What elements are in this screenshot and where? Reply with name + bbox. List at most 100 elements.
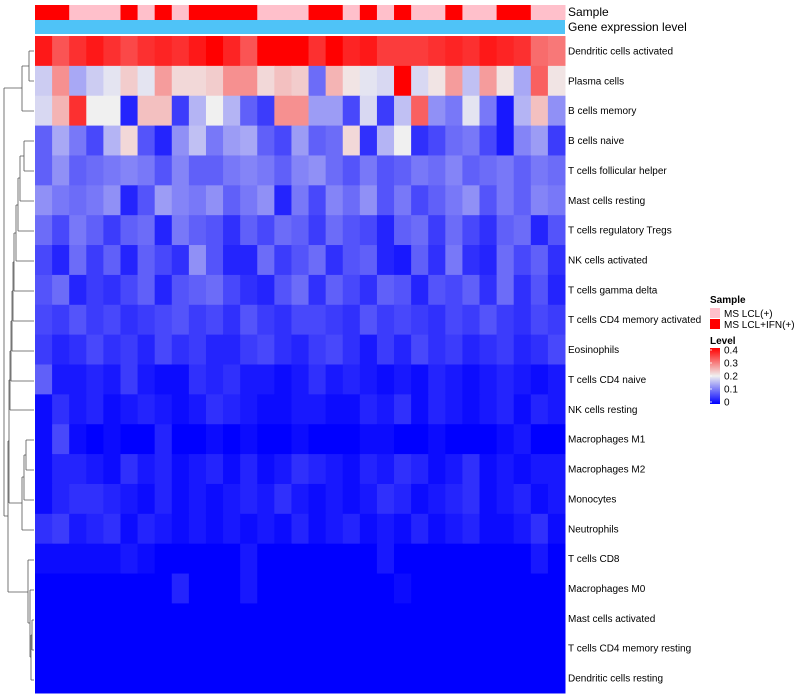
heatmap-cell: [120, 245, 139, 276]
sample-track-cell: [240, 5, 258, 20]
heatmap-cell: [240, 334, 258, 365]
heatmap-cell: [103, 663, 121, 694]
heatmap-cell: [376, 274, 395, 306]
heatmap-cell: [359, 125, 378, 156]
heatmap-cell: [428, 215, 446, 246]
heatmap-cell: [394, 215, 412, 246]
heatmap-cell: [188, 573, 207, 604]
heatmap-cell: [86, 633, 104, 664]
heatmap-cell: [223, 573, 241, 604]
heatmap-cell: [308, 36, 327, 67]
heatmap-cell: [325, 36, 344, 67]
heatmap-cell: [137, 603, 156, 634]
heatmap-cell: [240, 304, 258, 336]
heatmap-cell: [462, 125, 481, 156]
heatmap-cell: [411, 394, 429, 425]
heatmap-cell: [291, 424, 310, 455]
heatmap-cell: [103, 424, 121, 455]
heatmap-cell: [479, 155, 498, 186]
heatmap-cell: [530, 454, 549, 485]
heatmap-cell: [479, 185, 498, 216]
heatmap-cell: [69, 304, 87, 336]
heatmap-cell: [171, 513, 190, 545]
heatmap-cell: [394, 364, 412, 395]
heatmap-cell: [154, 454, 173, 485]
heatmap-cell: [223, 185, 241, 216]
heatmap-cell: [205, 185, 224, 216]
heatmap-cell: [462, 663, 481, 694]
heatmap-cell: [308, 633, 327, 664]
heatmap-cell: [69, 603, 87, 634]
heatmap-cell: [547, 36, 566, 67]
heatmap-cell: [513, 454, 532, 485]
heatmap-cell: [52, 334, 70, 365]
heatmap-cell: [445, 304, 463, 336]
heatmap-cell: [513, 155, 532, 186]
heatmap-cell: [69, 215, 87, 246]
heatmap-cell: [394, 424, 412, 455]
sample-track-cell: [86, 5, 104, 20]
heatmap-cell: [120, 513, 139, 545]
heatmap-cell: [411, 304, 429, 336]
heatmap-cell: [376, 185, 395, 216]
legend-label-ms-lcl: MS LCL(+): [724, 309, 773, 320]
heatmap-cell: [257, 304, 275, 336]
heatmap-cell: [342, 394, 361, 425]
heatmap-cell: [137, 663, 156, 694]
heatmap-cell: [308, 603, 327, 634]
heatmap-cell: [205, 155, 224, 186]
heatmap-cell: [103, 513, 121, 545]
heatmap-cell: [547, 603, 566, 634]
heatmap-cell: [376, 95, 395, 127]
heatmap-cell: [154, 334, 173, 365]
heatmap-cell: [86, 543, 104, 575]
heatmap-cell: [35, 364, 53, 395]
heatmap-cell: [547, 245, 566, 276]
heatmap-cell: [257, 394, 275, 425]
heatmap-cell: [342, 454, 361, 485]
heatmap-cell: [445, 215, 463, 246]
heatmap-cell: [496, 633, 515, 664]
heatmap-cell: [171, 334, 190, 365]
heatmap-cell: [52, 483, 70, 515]
heatmap-cell: [52, 513, 70, 545]
heatmap-cell: [205, 36, 224, 67]
heatmap-cell: [376, 454, 395, 485]
heatmap-cell: [188, 663, 207, 694]
heatmap-cell: [86, 364, 104, 395]
heatmap-cell: [342, 603, 361, 634]
level-tick-label: 0: [724, 398, 730, 409]
heatmap-cell: [359, 543, 378, 575]
heatmap-cell: [120, 394, 139, 425]
heatmap-cell: [86, 513, 104, 545]
heatmap-cell: [325, 125, 344, 156]
level-tick-label: 0.4: [724, 346, 738, 357]
heatmap-cell: [462, 36, 481, 67]
heatmap-cell: [35, 334, 53, 365]
heatmap-cell: [496, 573, 515, 604]
heatmap-cell: [137, 394, 156, 425]
heatmap-cell: [257, 454, 275, 485]
heatmap-cell: [137, 364, 156, 395]
row-label: Plasma cells: [568, 76, 624, 87]
sample-track-cell: [462, 5, 481, 20]
heatmap-cell: [205, 633, 224, 664]
heatmap-cell: [376, 245, 395, 276]
heatmap-cell: [52, 215, 70, 246]
heatmap-cell: [411, 603, 429, 634]
heatmap-cell: [257, 215, 275, 246]
heatmap-cell: [171, 245, 190, 276]
heatmap-cell: [530, 663, 549, 694]
sample-track-cell: [547, 5, 566, 20]
heatmap-cell: [291, 364, 310, 395]
sample-track-cell: [35, 5, 53, 20]
heatmap-cell: [513, 424, 532, 455]
heatmap-cell: [35, 513, 53, 545]
heatmap-cell: [445, 603, 463, 634]
heatmap-cell: [376, 334, 395, 365]
heatmap-cell: [35, 454, 53, 485]
heatmap-cell: [445, 274, 463, 306]
heatmap-cell: [325, 185, 344, 216]
heatmap-cell: [428, 274, 446, 306]
heatmap-cell: [69, 483, 87, 515]
